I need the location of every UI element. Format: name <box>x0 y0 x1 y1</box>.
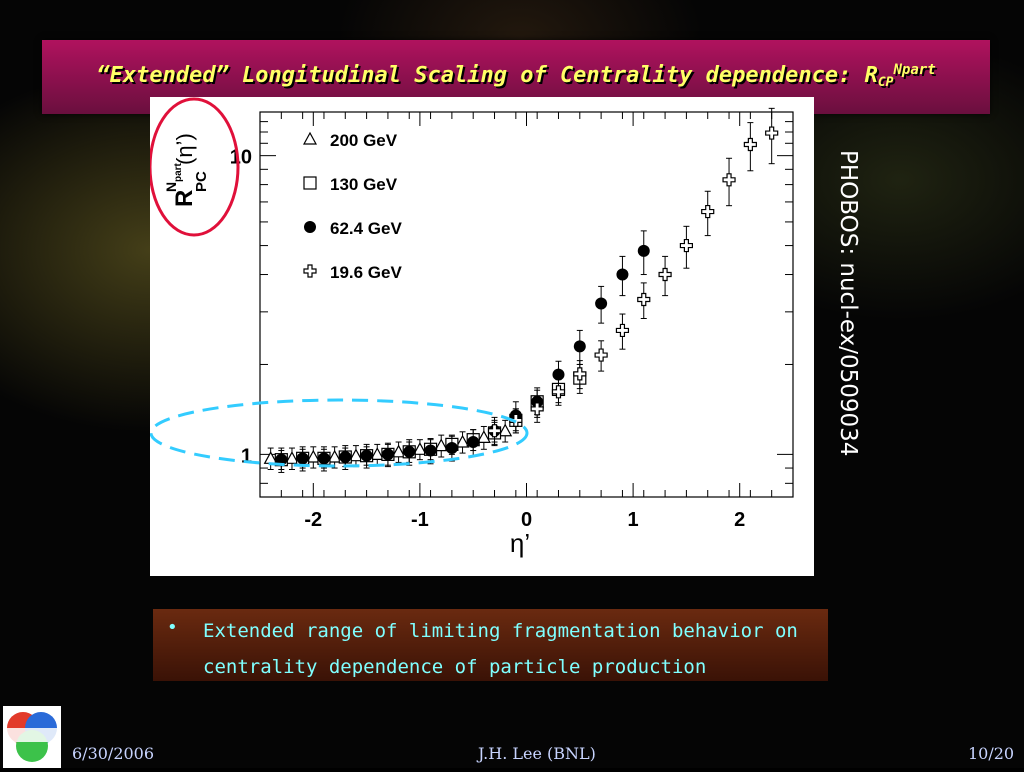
data-point-19-6-gev <box>765 126 779 140</box>
legend-marker-62-4-gev <box>304 221 316 233</box>
slide-title: “Extended” Longitudinal Scaling of Centr… <box>42 62 990 90</box>
data-point-19-6-gev <box>594 348 608 362</box>
data-point-62-4-gev <box>637 244 650 257</box>
data-point-62-4-gev <box>552 368 565 381</box>
data-point-62-4-gev <box>403 445 416 458</box>
bullet-box: • Extended range of limiting fragmentati… <box>153 609 828 681</box>
data-point-62-4-gev <box>445 442 458 455</box>
data-point-200-gev <box>434 438 449 452</box>
ylabel-highlight-circle <box>148 97 240 237</box>
data-point-200-gev <box>476 430 491 443</box>
data-point-62-4-gev <box>467 436 480 449</box>
x-tick-label: 0 <box>521 509 532 531</box>
data-point-62-4-gev <box>573 340 586 353</box>
data-point-62-4-gev <box>424 444 437 457</box>
data-point-19-6-gev <box>679 238 693 253</box>
data-point-200-gev <box>498 423 513 437</box>
data-point-62-4-gev <box>296 452 309 465</box>
y-axis-label-arg: (η’) <box>172 133 197 165</box>
legend-marker-19-6-gev <box>303 264 317 278</box>
x-tick-label: -2 <box>304 509 322 531</box>
data-point-19-6-gev <box>658 267 672 282</box>
data-point-62-4-gev <box>595 297 608 310</box>
footer-page-number: 10/20 <box>968 744 1015 763</box>
data-point-200-gev <box>348 448 363 462</box>
legend-label-19-6-gev: 19.6 GeV <box>330 263 402 282</box>
legend-marker-130-gev <box>303 176 317 190</box>
data-point-62-4-gev <box>360 449 373 462</box>
data-point-19-6-gev <box>722 173 736 187</box>
x-tick-label: 1 <box>628 509 639 531</box>
reference-label: PHOBOS: nucl-ex/0509034 <box>835 150 861 457</box>
title-subscript: CP <box>877 75 894 90</box>
data-point-19-6-gev <box>615 323 630 338</box>
data-point-200-gev <box>284 451 299 464</box>
data-point-19-6-gev <box>573 367 587 381</box>
title-superscript: Npart <box>893 62 936 78</box>
x-axis-label: η’ <box>510 528 530 558</box>
data-point-200-gev <box>370 447 385 460</box>
y-axis-label-sub: PC <box>193 171 210 192</box>
footer-author: J.H. Lee (BNL) <box>478 744 596 763</box>
rcp-chart: -2 -1 0 1 2 1 10 200 GeV 130 GeV 62.4 GeV 19.6 Ge… <box>148 97 794 558</box>
y-axis-label-sup: N <box>163 182 179 192</box>
legend-label-130-gev: 130 GeV <box>330 175 398 194</box>
athic-logo-icon <box>7 712 57 762</box>
bullet-text: Extended range of limiting fragmentation… <box>203 620 798 678</box>
data-point-200-gev <box>455 434 470 448</box>
y-tick-label: 1 <box>241 445 252 467</box>
data-point-200-gev <box>412 442 427 455</box>
legend-label-200-gev: 200 GeV <box>330 131 398 150</box>
data-point-62-4-gev <box>317 452 330 465</box>
data-point-62-4-gev <box>275 453 288 466</box>
data-point-19-6-gev <box>743 137 757 152</box>
bullet-dot: • <box>167 617 178 638</box>
plot-frame <box>259 111 794 498</box>
data-point-62-4-gev <box>381 448 394 461</box>
data-point-200-gev <box>391 444 406 458</box>
data-point-62-4-gev <box>339 451 352 464</box>
y-axis-label-main: R <box>171 190 198 207</box>
y-axis-label: R PC N part (η’) <box>163 133 210 207</box>
plot-panel: -2 -1 0 1 2 1 10 200 GeV 130 GeV 62.4 GeV 19.6 Ge… <box>148 97 814 576</box>
data-point-19-6-gev <box>551 385 566 399</box>
data-point-19-6-gev <box>530 402 544 416</box>
y-axis-label-supsub: part <box>173 162 184 182</box>
data-point-200-gev <box>306 449 321 463</box>
data-point-19-6-gev <box>637 292 651 307</box>
title-main: “Extended” Longitudinal Scaling of Centr… <box>96 63 878 88</box>
data-point-200-gev <box>327 449 342 463</box>
data-point-62-4-gev <box>616 268 629 281</box>
y-tick-label: 10 <box>230 147 252 169</box>
footer-date: 6/30/2006 <box>72 744 155 763</box>
x-tick-label: 2 <box>734 509 745 531</box>
data-point-19-6-gev <box>487 424 502 438</box>
legend-label-62-4-gev: 62.4 GeV <box>330 219 402 238</box>
x-tick-label: -1 <box>411 509 429 531</box>
athic-logo <box>3 706 61 768</box>
plateau-highlight-ellipse <box>149 398 529 468</box>
data-point-19-6-gev <box>701 204 715 219</box>
legend-marker-200-gev <box>302 131 318 145</box>
